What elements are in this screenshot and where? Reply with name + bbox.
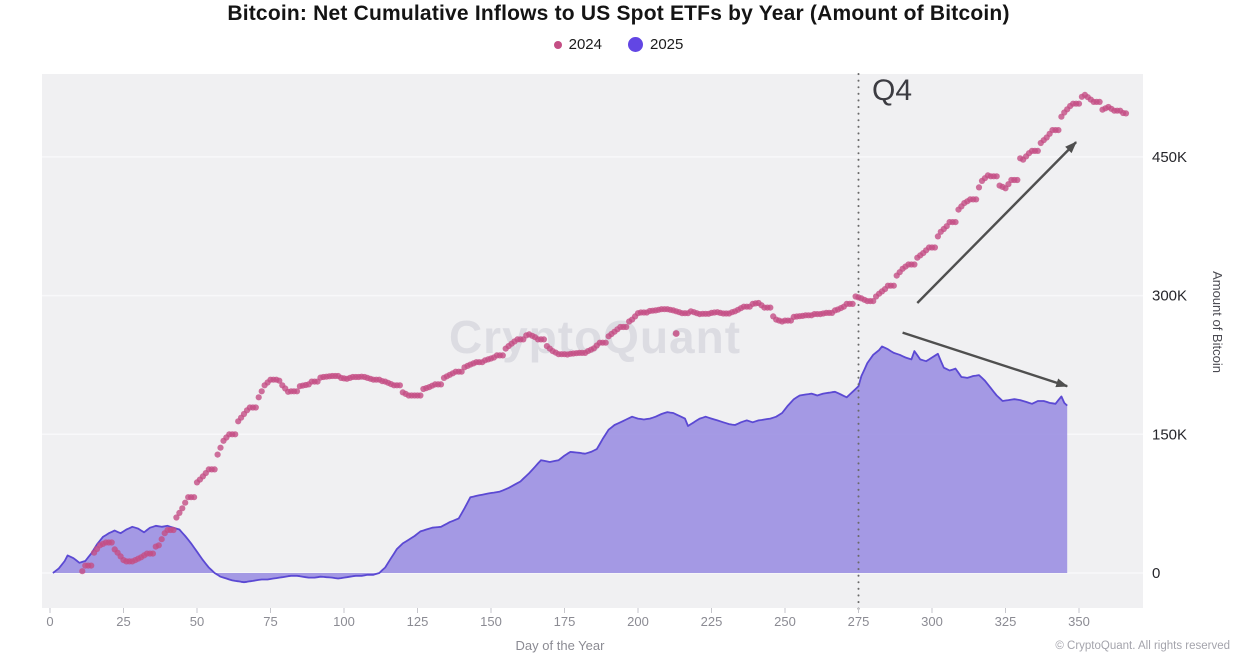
x-axis-title: Day of the Year xyxy=(516,638,606,653)
x-tick-label: 50 xyxy=(190,614,204,629)
legend-dot-2025-icon xyxy=(628,37,643,52)
legend-dot-2024-icon xyxy=(553,40,562,49)
y-tick-label: 0 xyxy=(1152,565,1160,582)
legend: 2024 2025 xyxy=(0,36,1237,53)
x-tick-label: 225 xyxy=(701,614,723,629)
x-tick-label: 125 xyxy=(407,614,429,629)
x-tick-label: 325 xyxy=(995,614,1017,629)
x-tick-label: 275 xyxy=(848,614,870,629)
legend-label-2024: 2024 xyxy=(568,36,602,53)
x-tick-label: 200 xyxy=(627,614,649,629)
x-tick-label: 25 xyxy=(116,614,130,629)
series-2025-area xyxy=(52,346,1068,583)
legend-item-2024: 2024 xyxy=(553,36,602,53)
legend-item-2025: 2025 xyxy=(628,36,683,53)
x-tick-label: 0 xyxy=(46,614,53,629)
page-title: Bitcoin: Net Cumulative Inflows to US Sp… xyxy=(227,2,1010,25)
x-tick-label: 250 xyxy=(774,614,796,629)
arrow-up-icon xyxy=(916,141,1077,304)
x-tick-label: 150 xyxy=(480,614,502,629)
q4-annotation-label: Q4 xyxy=(872,74,913,107)
x-tick-label: 175 xyxy=(554,614,576,629)
legend-label-2025: 2025 xyxy=(650,36,684,53)
x-tick-label: 350 xyxy=(1068,614,1090,629)
x-tick-label: 75 xyxy=(263,614,277,629)
copyright-notice: © CryptoQuant. All rights reserved xyxy=(1055,640,1230,652)
series-2024-outlier-dot xyxy=(672,330,680,337)
y-tick-label: 150K xyxy=(1152,426,1187,443)
series-2025-line xyxy=(52,345,1068,584)
x-tick-label: 100 xyxy=(333,614,355,629)
series-2024-dots xyxy=(79,91,1130,575)
y-tick-label: 450K xyxy=(1152,149,1187,166)
arrow-down-icon xyxy=(902,331,1069,388)
y-tick-label: 300K xyxy=(1152,288,1187,305)
y-axis-title: Amount of Bitcoin xyxy=(1210,271,1225,373)
x-tick-label: 300 xyxy=(921,614,943,629)
